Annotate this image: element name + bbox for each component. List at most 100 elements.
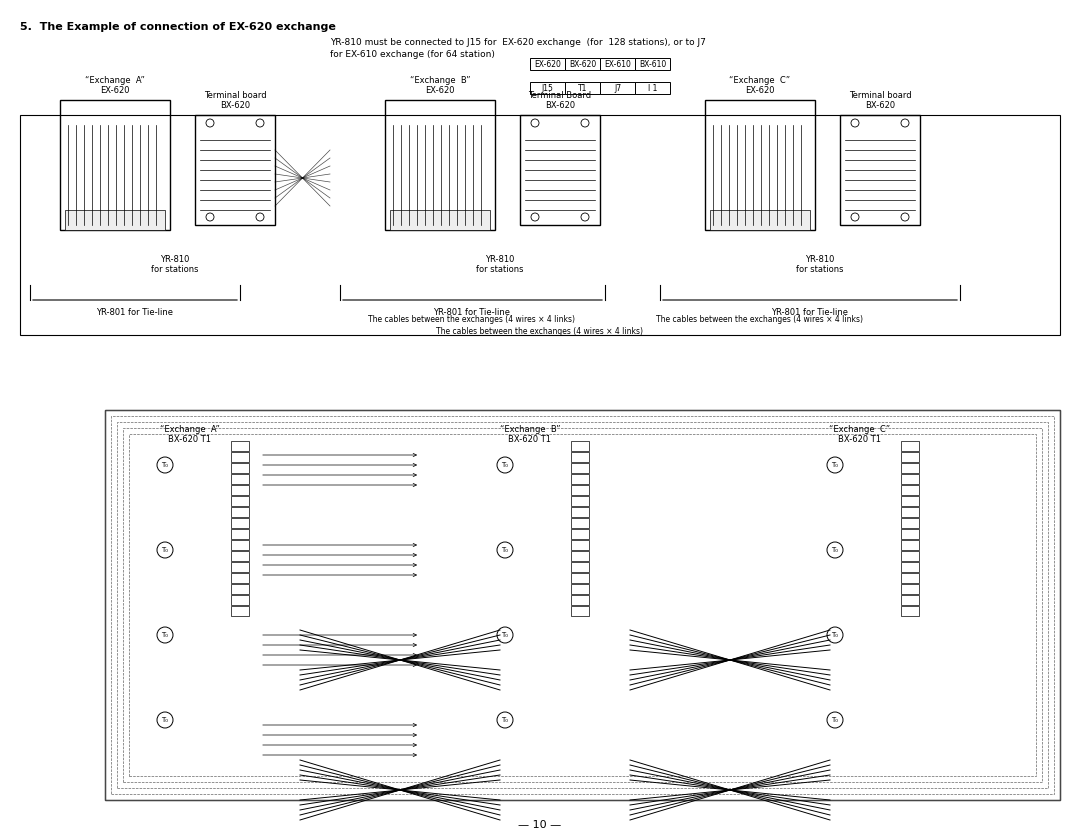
Bar [571,463,589,473]
Text: T₀: T₀ [501,632,509,638]
Bar [710,210,810,230]
Circle shape [827,457,843,473]
Bar [901,507,919,517]
Bar [231,452,249,462]
Text: YR-810
for stations: YR-810 for stations [151,255,199,274]
Circle shape [851,213,859,221]
Circle shape [901,119,909,127]
Text: J7: J7 [613,83,621,93]
Circle shape [851,119,859,127]
Text: T₀: T₀ [501,547,509,553]
Bar [390,210,490,230]
Bar [60,100,170,230]
Bar [231,496,249,506]
Text: The cables between the exchanges (4 wires × 4 links): The cables between the exchanges (4 wire… [368,315,576,324]
Bar [231,551,249,561]
Text: The cables between the exchanges (4 wires × 4 links): The cables between the exchanges (4 wire… [436,327,644,336]
Circle shape [827,712,843,728]
Circle shape [157,712,173,728]
Bar [901,540,919,550]
Circle shape [901,213,909,221]
Text: T₀: T₀ [832,632,838,638]
Bar [901,441,919,451]
Text: T1: T1 [578,83,588,93]
Text: T₀: T₀ [162,632,168,638]
Bar [195,115,275,225]
Bar [901,496,919,506]
Circle shape [827,627,843,643]
Circle shape [157,627,173,643]
Bar [901,573,919,583]
Bar [117,422,1048,788]
Bar [231,441,249,451]
Text: “Exchange  C”
EX-620: “Exchange C” EX-620 [729,76,791,95]
Bar [901,584,919,594]
Bar [571,518,589,528]
Bar [901,595,919,605]
Bar [901,485,919,495]
Bar [231,562,249,572]
Bar [231,540,249,550]
Bar [571,485,589,495]
Bar [571,496,589,506]
Bar [571,551,589,561]
Bar [65,210,165,230]
Circle shape [827,542,843,558]
Bar [231,507,249,517]
Text: T₀: T₀ [832,547,838,553]
Text: EX-620: EX-620 [535,59,561,68]
Circle shape [157,457,173,473]
Circle shape [256,119,264,127]
Bar [571,452,589,462]
Bar [571,573,589,583]
Bar [111,416,1054,794]
Circle shape [531,119,539,127]
Circle shape [497,712,513,728]
Bar [105,410,1059,800]
Bar [901,606,919,616]
Bar [129,434,1036,776]
Text: YR-801 for Tie-line: YR-801 for Tie-line [433,308,511,317]
Bar [231,463,249,473]
Circle shape [157,542,173,558]
Text: T₀: T₀ [162,717,168,723]
Bar [231,474,249,484]
Text: T₀: T₀ [832,717,838,723]
Text: I 1: I 1 [648,83,658,93]
Text: T₀: T₀ [501,717,509,723]
Text: BX-620: BX-620 [569,59,596,68]
Bar [231,584,249,594]
Bar [635,82,670,94]
Text: Terminal board
BX-620: Terminal board BX-620 [849,91,912,110]
Bar [901,463,919,473]
Bar [231,606,249,616]
Text: “Exchange  B”
EX-620: “Exchange B” EX-620 [409,76,470,95]
Bar [571,562,589,572]
Bar [901,562,919,572]
Text: — 10 —: — 10 — [518,820,562,830]
Bar [123,428,1042,782]
Bar [901,474,919,484]
Text: The cables between the exchanges (4 wires × 4 links): The cables between the exchanges (4 wire… [657,315,864,324]
Text: “Exchange  C”
BX-620 T1: “Exchange C” BX-620 T1 [829,425,891,445]
Text: Terminal board
BX-620: Terminal board BX-620 [204,91,267,110]
Circle shape [581,213,589,221]
Circle shape [256,213,264,221]
Bar [901,518,919,528]
Bar [571,529,589,539]
Text: “Exchange  A”
EX-620: “Exchange A” EX-620 [85,76,145,95]
Bar [519,115,600,225]
Circle shape [581,119,589,127]
Bar [600,82,635,94]
Circle shape [531,213,539,221]
Text: YR-810
for stations: YR-810 for stations [796,255,843,274]
Circle shape [206,119,214,127]
Bar [571,441,589,451]
Text: YR-801 for Tie-line: YR-801 for Tie-line [771,308,849,317]
Bar [571,507,589,517]
Circle shape [497,627,513,643]
Bar [530,82,565,94]
Bar [840,115,920,225]
Text: EX-610: EX-610 [604,59,631,68]
Bar [705,100,815,230]
